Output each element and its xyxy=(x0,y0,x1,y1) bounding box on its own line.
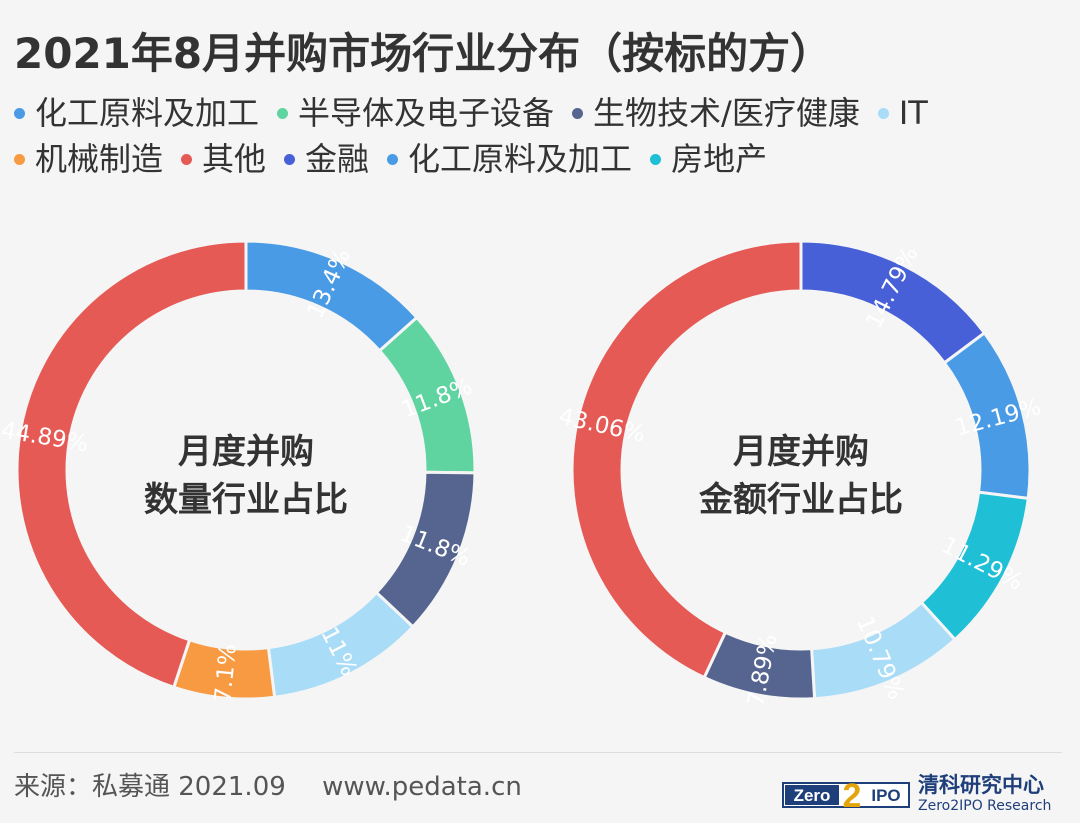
source-text: 来源：私募通 2021.09 xyxy=(14,772,286,802)
chart-title: 2021年8月并购市场行业分布（按标的方） xyxy=(14,29,833,78)
source-url[interactable]: www.pedata.cn xyxy=(322,772,522,802)
legend-item: 机械制造 xyxy=(14,138,163,180)
logo-text-right: IPO xyxy=(871,786,900,805)
legend-swatch xyxy=(14,107,25,119)
brand-name-cn: 清科研究中心 xyxy=(918,773,1044,797)
legend-label: 金融 xyxy=(305,140,370,178)
donut-slice[interactable] xyxy=(570,239,803,680)
legend-swatch xyxy=(650,153,662,165)
brand-logo: Zero 2 IPO xyxy=(782,776,910,815)
center-label: 金额行业占比 xyxy=(698,480,903,520)
legend-label: 化工原料及加工 xyxy=(35,94,260,132)
legend-item: 金融 xyxy=(284,138,369,180)
legend-label: 机械制造 xyxy=(35,140,164,178)
legend: 化工原料及加工 半导体及电子设备 生物技术/医疗健康 IT 机械制造 其他 金融 化工原料及加… xyxy=(14,92,1054,180)
center-label: 月度并购 xyxy=(178,432,314,472)
slice-label: 7.1% xyxy=(210,643,242,704)
legend-label: 半导体及电子设备 xyxy=(298,94,555,132)
legend-swatch xyxy=(277,107,289,119)
center-label: 月度并购 xyxy=(733,432,869,472)
donut-slice[interactable] xyxy=(15,239,248,690)
legend-item: 其他 xyxy=(181,138,266,180)
brand-text: 清科研究中心 Zero2IPO Research xyxy=(918,773,1051,815)
legend-label: 生物技术/医疗健康 xyxy=(593,94,860,132)
legend-label: 房地产 xyxy=(671,140,768,178)
legend-swatch xyxy=(14,153,25,165)
footer-divider xyxy=(14,752,1062,753)
legend-label: 化工原料及加工 xyxy=(408,140,633,178)
legend-item: 房地产 xyxy=(650,138,767,180)
brand: Zero 2 IPO 清科研究中心 Zero2IPO Research xyxy=(782,773,1051,815)
brand-name-en: Zero2IPO Research xyxy=(918,798,1052,814)
legend-swatch xyxy=(572,107,584,119)
legend-swatch xyxy=(877,107,889,119)
logo-digit: 2 xyxy=(843,777,862,812)
legend-swatch xyxy=(387,153,399,165)
legend-item: 半导体及电子设备 xyxy=(277,92,554,134)
footer-source: 来源：私募通 2021.09 www.pedata.cn xyxy=(14,766,550,803)
legend-item: 化工原料及加工 xyxy=(387,138,632,180)
legend-swatch xyxy=(284,153,296,165)
donut-chart-2: 14.79%12.19%11.29%10.79%7.89%43.06%月度并购金… xyxy=(556,239,1044,709)
legend-item: 化工原料及加工 xyxy=(14,92,259,134)
logo-text-left: Zero xyxy=(794,786,831,805)
legend-label: IT xyxy=(898,94,928,132)
legend-item: IT xyxy=(877,92,928,134)
legend-label: 其他 xyxy=(202,140,267,178)
legend-item: 生物技术/医疗健康 xyxy=(572,92,860,134)
center-label: 数量行业占比 xyxy=(144,480,348,520)
legend-swatch xyxy=(181,153,193,165)
